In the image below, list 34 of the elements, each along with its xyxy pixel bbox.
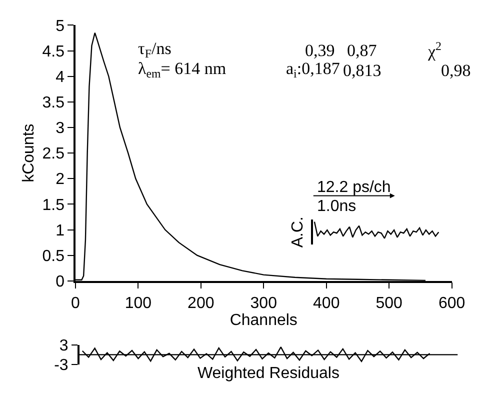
y-tick-label: 4.5 <box>42 43 65 60</box>
y-tick-label: 3 <box>59 338 68 355</box>
x-tick-label: 400 <box>313 294 340 312</box>
y-tick-label: 1.5 <box>42 196 65 214</box>
y-tick-label: 2 <box>56 171 65 188</box>
x-axis-title: Channels <box>230 312 298 329</box>
x-tick-label: 300 <box>250 294 278 312</box>
x-tick-label: 500 <box>376 294 403 312</box>
y-tick-label: 4 <box>56 68 65 86</box>
x-tick-label: 0 <box>70 294 80 312</box>
x-tick-label: 600 <box>438 294 466 312</box>
annotation: 0,39 <box>305 41 335 60</box>
y-axis-title: kCounts <box>20 124 38 182</box>
y-tick-label: 0.5 <box>42 248 65 265</box>
annotation: 0,87 <box>347 41 378 60</box>
y-tick-label: 3 <box>56 120 65 138</box>
annotation: χ$^{2}$ <box>427 39 442 62</box>
annotation: 0,813 <box>343 61 382 80</box>
x-tick-label: 100 <box>124 294 152 312</box>
annotation: a$_{i}$:0,187 <box>286 59 340 81</box>
x-tick-label: 200 <box>188 294 214 312</box>
y-tick-label: 1 <box>56 222 65 240</box>
y-axis-title: A.C. <box>290 216 306 248</box>
annotation: λ$_{em}$= 614 nm <box>138 59 226 81</box>
y-tick-label: 5 <box>56 18 65 35</box>
y-tick-label: 2.5 <box>42 146 65 163</box>
y-tick-label: 0 <box>56 274 65 291</box>
x-axis-title: Weighted Residuals <box>197 364 340 382</box>
y-tick-label: 3.5 <box>42 94 65 112</box>
annotation: 0,98 <box>441 61 471 80</box>
annotation: τ$_{F}$/ns <box>138 39 172 61</box>
annotation: 1.0ns <box>317 198 356 215</box>
annotation: 12.2 ps/ch <box>317 179 391 196</box>
y-tick-label: -3 <box>54 356 68 374</box>
